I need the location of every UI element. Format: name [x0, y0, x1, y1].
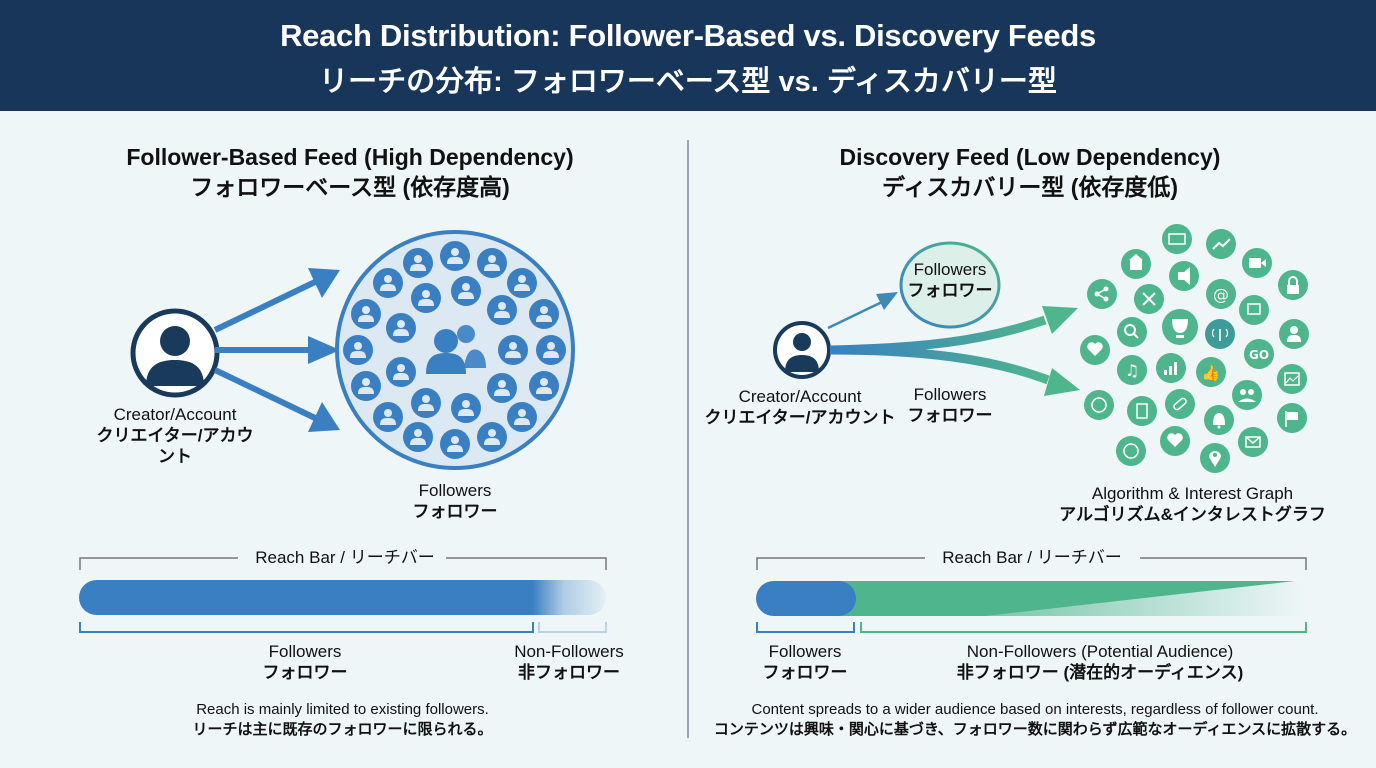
- right-reach-bar: [756, 581, 1305, 616]
- bubble-label-en: Followers: [913, 260, 987, 279]
- left-title-ja: フォロワーベース型 (依存度高): [190, 174, 510, 200]
- people-icon: [1232, 380, 1262, 410]
- go-icon: [1244, 339, 1274, 369]
- followers-label-ja: フォロワー: [412, 502, 498, 521]
- ticket-icon: [1162, 224, 1192, 254]
- center-divider: [687, 140, 689, 738]
- seg-followers-ja: フォロワー: [762, 663, 848, 682]
- followers-cluster-icon: [335, 230, 575, 470]
- seg-nonfollowers-ja: 非フォロワー: [518, 663, 620, 682]
- svg-text:@: @: [1213, 285, 1229, 304]
- svg-text:GO: GO: [1249, 348, 1269, 362]
- reach-arrows-icon: [213, 268, 340, 432]
- search-icon: [1117, 317, 1147, 347]
- bubble-followers-label: Followers フォロワー: [898, 259, 1002, 301]
- followers-label-en: Followers: [913, 385, 987, 404]
- image-icon: [1277, 364, 1307, 394]
- caption-ja: コンテンツは興味・関心に基づき、フォロワー数に関わらず広範なオーディエンスに拡散…: [713, 721, 1357, 738]
- right-seg-nonfollowers-label: Non-Followers (Potential Audience) 非フォロワ…: [930, 641, 1270, 683]
- share-icon: [1087, 279, 1117, 309]
- left-reach-bar: [79, 580, 606, 615]
- at-icon: [1206, 279, 1236, 309]
- seg-followers-ja: フォロワー: [262, 663, 348, 682]
- seg-nonfollowers-ja: 非フォロワー (潜在的オーディエンス): [956, 663, 1244, 682]
- creator-label-en: Creator/Account: [113, 405, 237, 424]
- right-segment-brackets: [756, 622, 1307, 633]
- thumbs-up-icon: [1196, 357, 1226, 387]
- graph-label-en: Algorithm & Interest Graph: [1091, 484, 1294, 503]
- right-followers-label: Followers フォロワー: [898, 384, 1002, 426]
- right-title-en: Discovery Feed (Low Dependency): [839, 144, 1221, 170]
- seg-followers-en: Followers: [268, 642, 342, 661]
- left-creator-label: Creator/Account クリエイター/アカウント: [90, 404, 260, 467]
- mail-icon: [1238, 427, 1268, 457]
- right-creator-label: Creator/Account クリエイター/アカウント: [700, 386, 900, 428]
- followers-bubble: [899, 241, 1001, 329]
- followers-label-ja: フォロワー: [907, 406, 993, 425]
- right-reach-bar-label: Reach Bar / リーチバー: [942, 548, 1122, 567]
- left-seg-nonfollowers-label: Non-Followers 非フォロワー: [494, 641, 644, 683]
- seg-nonfollowers-en: Non-Followers (Potential Audience): [966, 642, 1234, 661]
- creator-label-ja: クリエイター/アカウント: [96, 426, 254, 466]
- caption-en: Content spreads to a wider audience base…: [751, 701, 1319, 718]
- left-seg-followers-label: Followers フォロワー: [230, 641, 380, 683]
- left-segment-brackets: [79, 622, 607, 633]
- left-section-title: Follower-Based Feed (High Dependency) フォ…: [60, 142, 640, 202]
- right-title-ja: ディスカバリー型 (依存度低): [881, 174, 1179, 200]
- followers-label-en: Followers: [418, 481, 492, 500]
- creator-label-ja: クリエイター/アカウント: [704, 408, 896, 427]
- svg-text:👍: 👍: [1202, 364, 1221, 382]
- left-caption: Reach is mainly limited to existing foll…: [90, 700, 595, 740]
- left-reach-bar-label: Reach Bar / リーチバー: [255, 548, 435, 567]
- bubble-label-ja: フォロワー: [907, 281, 993, 300]
- document-icon: [1127, 396, 1157, 426]
- seg-nonfollowers-en: Non-Followers: [514, 642, 624, 661]
- creator-avatar-icon: [130, 308, 220, 398]
- right-seg-followers-label: Followers フォロワー: [740, 641, 870, 683]
- link-icon: [1165, 389, 1195, 419]
- header-banner: Reach Distribution: Follower-Based vs. D…: [0, 0, 1376, 111]
- caption-ja: リーチは主に既存のフォロワーに限られる。: [192, 721, 493, 738]
- algorithm-graph-label: Algorithm & Interest Graph アルゴリズム&インタレスト…: [1050, 483, 1335, 525]
- caption-en: Reach is mainly limited to existing foll…: [196, 701, 489, 718]
- creator-label-en: Creator/Account: [738, 387, 862, 406]
- music-icon: [1117, 355, 1147, 385]
- svg-text:♫: ♫: [1125, 361, 1139, 380]
- left-reach-bracket: [79, 557, 607, 570]
- right-section-title: Discovery Feed (Low Dependency) ディスカバリー型…: [740, 142, 1320, 202]
- right-reach-bracket: [756, 557, 1307, 570]
- right-caption: Content spreads to a wider audience base…: [700, 700, 1370, 740]
- face-icon: [1116, 436, 1146, 466]
- page-title-ja: リーチの分布: フォロワーベース型 vs. ディスカバリー型: [319, 66, 1057, 98]
- page-title: Reach Distribution: Follower-Based vs. D…: [280, 18, 1096, 53]
- smile-icon: [1084, 390, 1114, 420]
- interest-graph-cluster: @ GO ♫ 👍: [1080, 224, 1309, 473]
- discovery-flow-arrows: [827, 292, 1080, 396]
- creator-avatar-icon: [773, 321, 831, 379]
- chat-icon: [1239, 295, 1269, 325]
- graph-label-ja: アルゴリズム&インタレストグラフ: [1059, 505, 1326, 524]
- left-followers-label: Followers フォロワー: [380, 480, 530, 522]
- left-title-en: Follower-Based Feed (High Dependency): [126, 144, 574, 170]
- seg-followers-en: Followers: [768, 642, 842, 661]
